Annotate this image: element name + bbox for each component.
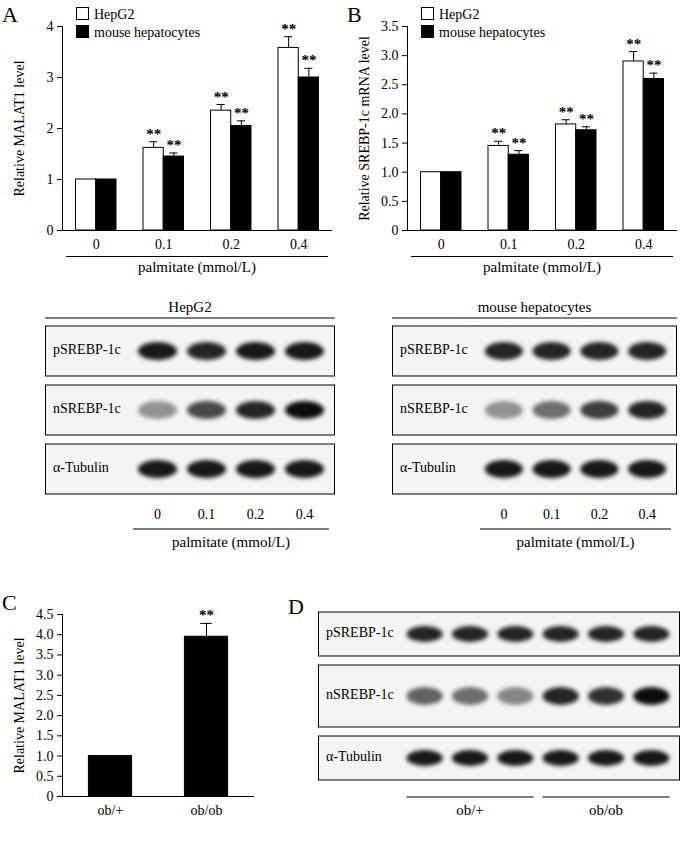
svg-text:0.4: 0.4 xyxy=(635,237,653,252)
svg-text:0.2: 0.2 xyxy=(568,237,586,252)
svg-text:palmitate (mmol/L): palmitate (mmol/L) xyxy=(172,534,290,551)
html-text:D: D xyxy=(288,594,304,619)
html-text:mouse hepatocytes: mouse hepatocytes xyxy=(439,25,546,40)
svg-text:**: ** xyxy=(214,89,229,105)
svg-text:1: 1 xyxy=(47,172,54,187)
html-text:HepG2: HepG2 xyxy=(94,7,135,22)
svg-text:0.2: 0.2 xyxy=(223,237,241,252)
svg-text:α-Tubulin: α-Tubulin xyxy=(53,460,109,475)
svg-text:α-Tubulin: α-Tubulin xyxy=(400,460,456,475)
svg-text:0.1: 0.1 xyxy=(155,237,173,252)
svg-text:1.5: 1.5 xyxy=(36,728,54,743)
svg-text:0: 0 xyxy=(392,223,399,238)
svg-text:3.5: 3.5 xyxy=(381,19,399,34)
svg-text:4.0: 4.0 xyxy=(36,627,54,642)
svg-text:0: 0 xyxy=(47,789,54,804)
svg-text:0.5: 0.5 xyxy=(381,194,399,209)
html-text:A: A xyxy=(2,2,18,27)
svg-text:palmitate (mmol/L): palmitate (mmol/L) xyxy=(517,534,635,551)
svg-text:**: ** xyxy=(199,607,214,623)
svg-text:ob/ob: ob/ob xyxy=(191,803,223,818)
svg-text:0: 0 xyxy=(154,507,161,522)
html-text:B: B xyxy=(347,2,362,27)
svg-text:2.0: 2.0 xyxy=(381,106,399,121)
svg-text:**: ** xyxy=(146,126,161,142)
html-text:palmitate (mmol/L): palmitate (mmol/L) xyxy=(138,259,256,275)
svg-text:ob/+: ob/+ xyxy=(456,802,484,818)
svg-text:nSREBP-1c: nSREBP-1c xyxy=(53,401,121,416)
svg-text:Relative MALAT1 level: Relative MALAT1 level xyxy=(12,60,27,196)
svg-text:3.0: 3.0 xyxy=(36,668,54,683)
svg-text:0: 0 xyxy=(500,507,507,522)
svg-text:**: ** xyxy=(511,135,526,151)
svg-text:1.5: 1.5 xyxy=(381,136,399,151)
svg-text:**: ** xyxy=(491,125,506,141)
svg-text:0.2: 0.2 xyxy=(591,507,609,522)
svg-text:**: ** xyxy=(166,137,181,153)
svg-text:**: ** xyxy=(234,105,249,121)
html-text:C: C xyxy=(2,590,17,615)
svg-text:0: 0 xyxy=(93,237,100,252)
svg-text:α-Tubulin: α-Tubulin xyxy=(326,749,382,764)
svg-text:0: 0 xyxy=(438,237,445,252)
svg-text:2: 2 xyxy=(47,121,54,136)
svg-text:ob/+: ob/+ xyxy=(98,803,124,818)
svg-text:pSREBP-1c: pSREBP-1c xyxy=(400,342,468,357)
svg-text:Relative SREBP-1c mRNA level: Relative SREBP-1c mRNA level xyxy=(357,36,372,221)
svg-text:0.4: 0.4 xyxy=(296,507,314,522)
svg-text:2.5: 2.5 xyxy=(381,77,399,92)
svg-text:1.0: 1.0 xyxy=(381,165,399,180)
html-text:mouse hepatocytes: mouse hepatocytes xyxy=(94,25,201,40)
svg-text:0.4: 0.4 xyxy=(290,237,308,252)
svg-text:0.1: 0.1 xyxy=(543,507,561,522)
html-text:HepG2: HepG2 xyxy=(439,7,480,22)
html-text:palmitate (mmol/L): palmitate (mmol/L) xyxy=(483,259,601,275)
svg-text:1.0: 1.0 xyxy=(36,749,54,764)
svg-text:0.1: 0.1 xyxy=(198,507,216,522)
svg-text:3.0: 3.0 xyxy=(381,48,399,63)
svg-text:0.5: 0.5 xyxy=(36,769,54,784)
svg-text:HepG2: HepG2 xyxy=(168,299,211,315)
svg-text:pSREBP-1c: pSREBP-1c xyxy=(53,342,121,357)
svg-text:**: ** xyxy=(646,57,661,73)
svg-text:nSREBP-1c: nSREBP-1c xyxy=(400,401,468,416)
svg-text:3: 3 xyxy=(47,70,54,85)
svg-text:0.2: 0.2 xyxy=(247,507,265,522)
svg-text:**: ** xyxy=(626,36,641,52)
svg-text:mouse hepatocytes: mouse hepatocytes xyxy=(478,299,592,315)
svg-text:3.5: 3.5 xyxy=(36,647,54,662)
svg-text:**: ** xyxy=(301,52,316,68)
svg-text:**: ** xyxy=(579,111,594,127)
svg-text:4.5: 4.5 xyxy=(36,607,54,622)
svg-text:0.1: 0.1 xyxy=(500,237,518,252)
svg-text:0: 0 xyxy=(47,223,54,238)
svg-text:4: 4 xyxy=(47,19,54,34)
svg-text:nSREBP-1c: nSREBP-1c xyxy=(326,687,394,702)
svg-text:2.5: 2.5 xyxy=(36,688,54,703)
svg-text:pSREBP-1c: pSREBP-1c xyxy=(326,625,394,640)
svg-text:2.0: 2.0 xyxy=(36,708,54,723)
svg-text:0.4: 0.4 xyxy=(638,507,656,522)
svg-text:**: ** xyxy=(559,104,574,120)
svg-text:**: ** xyxy=(281,21,296,37)
svg-text:ob/ob: ob/ob xyxy=(589,802,623,818)
svg-text:Relative MALAT1 level: Relative MALAT1 level xyxy=(12,637,27,773)
